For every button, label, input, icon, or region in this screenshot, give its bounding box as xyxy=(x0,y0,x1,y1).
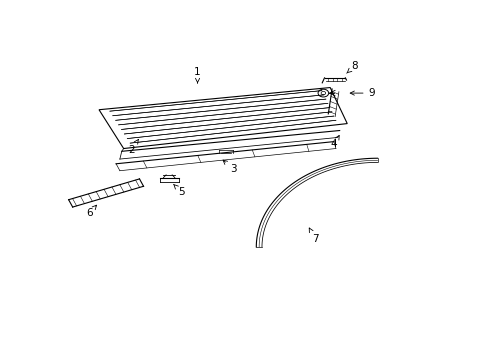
Text: 5: 5 xyxy=(173,184,184,197)
Text: 6: 6 xyxy=(86,205,96,218)
Text: 8: 8 xyxy=(346,61,357,73)
Text: 1: 1 xyxy=(194,67,201,83)
Text: 7: 7 xyxy=(308,228,318,244)
Text: 2: 2 xyxy=(128,140,138,155)
Text: 4: 4 xyxy=(330,135,339,149)
Text: 3: 3 xyxy=(223,160,236,174)
Text: 9: 9 xyxy=(349,88,374,98)
